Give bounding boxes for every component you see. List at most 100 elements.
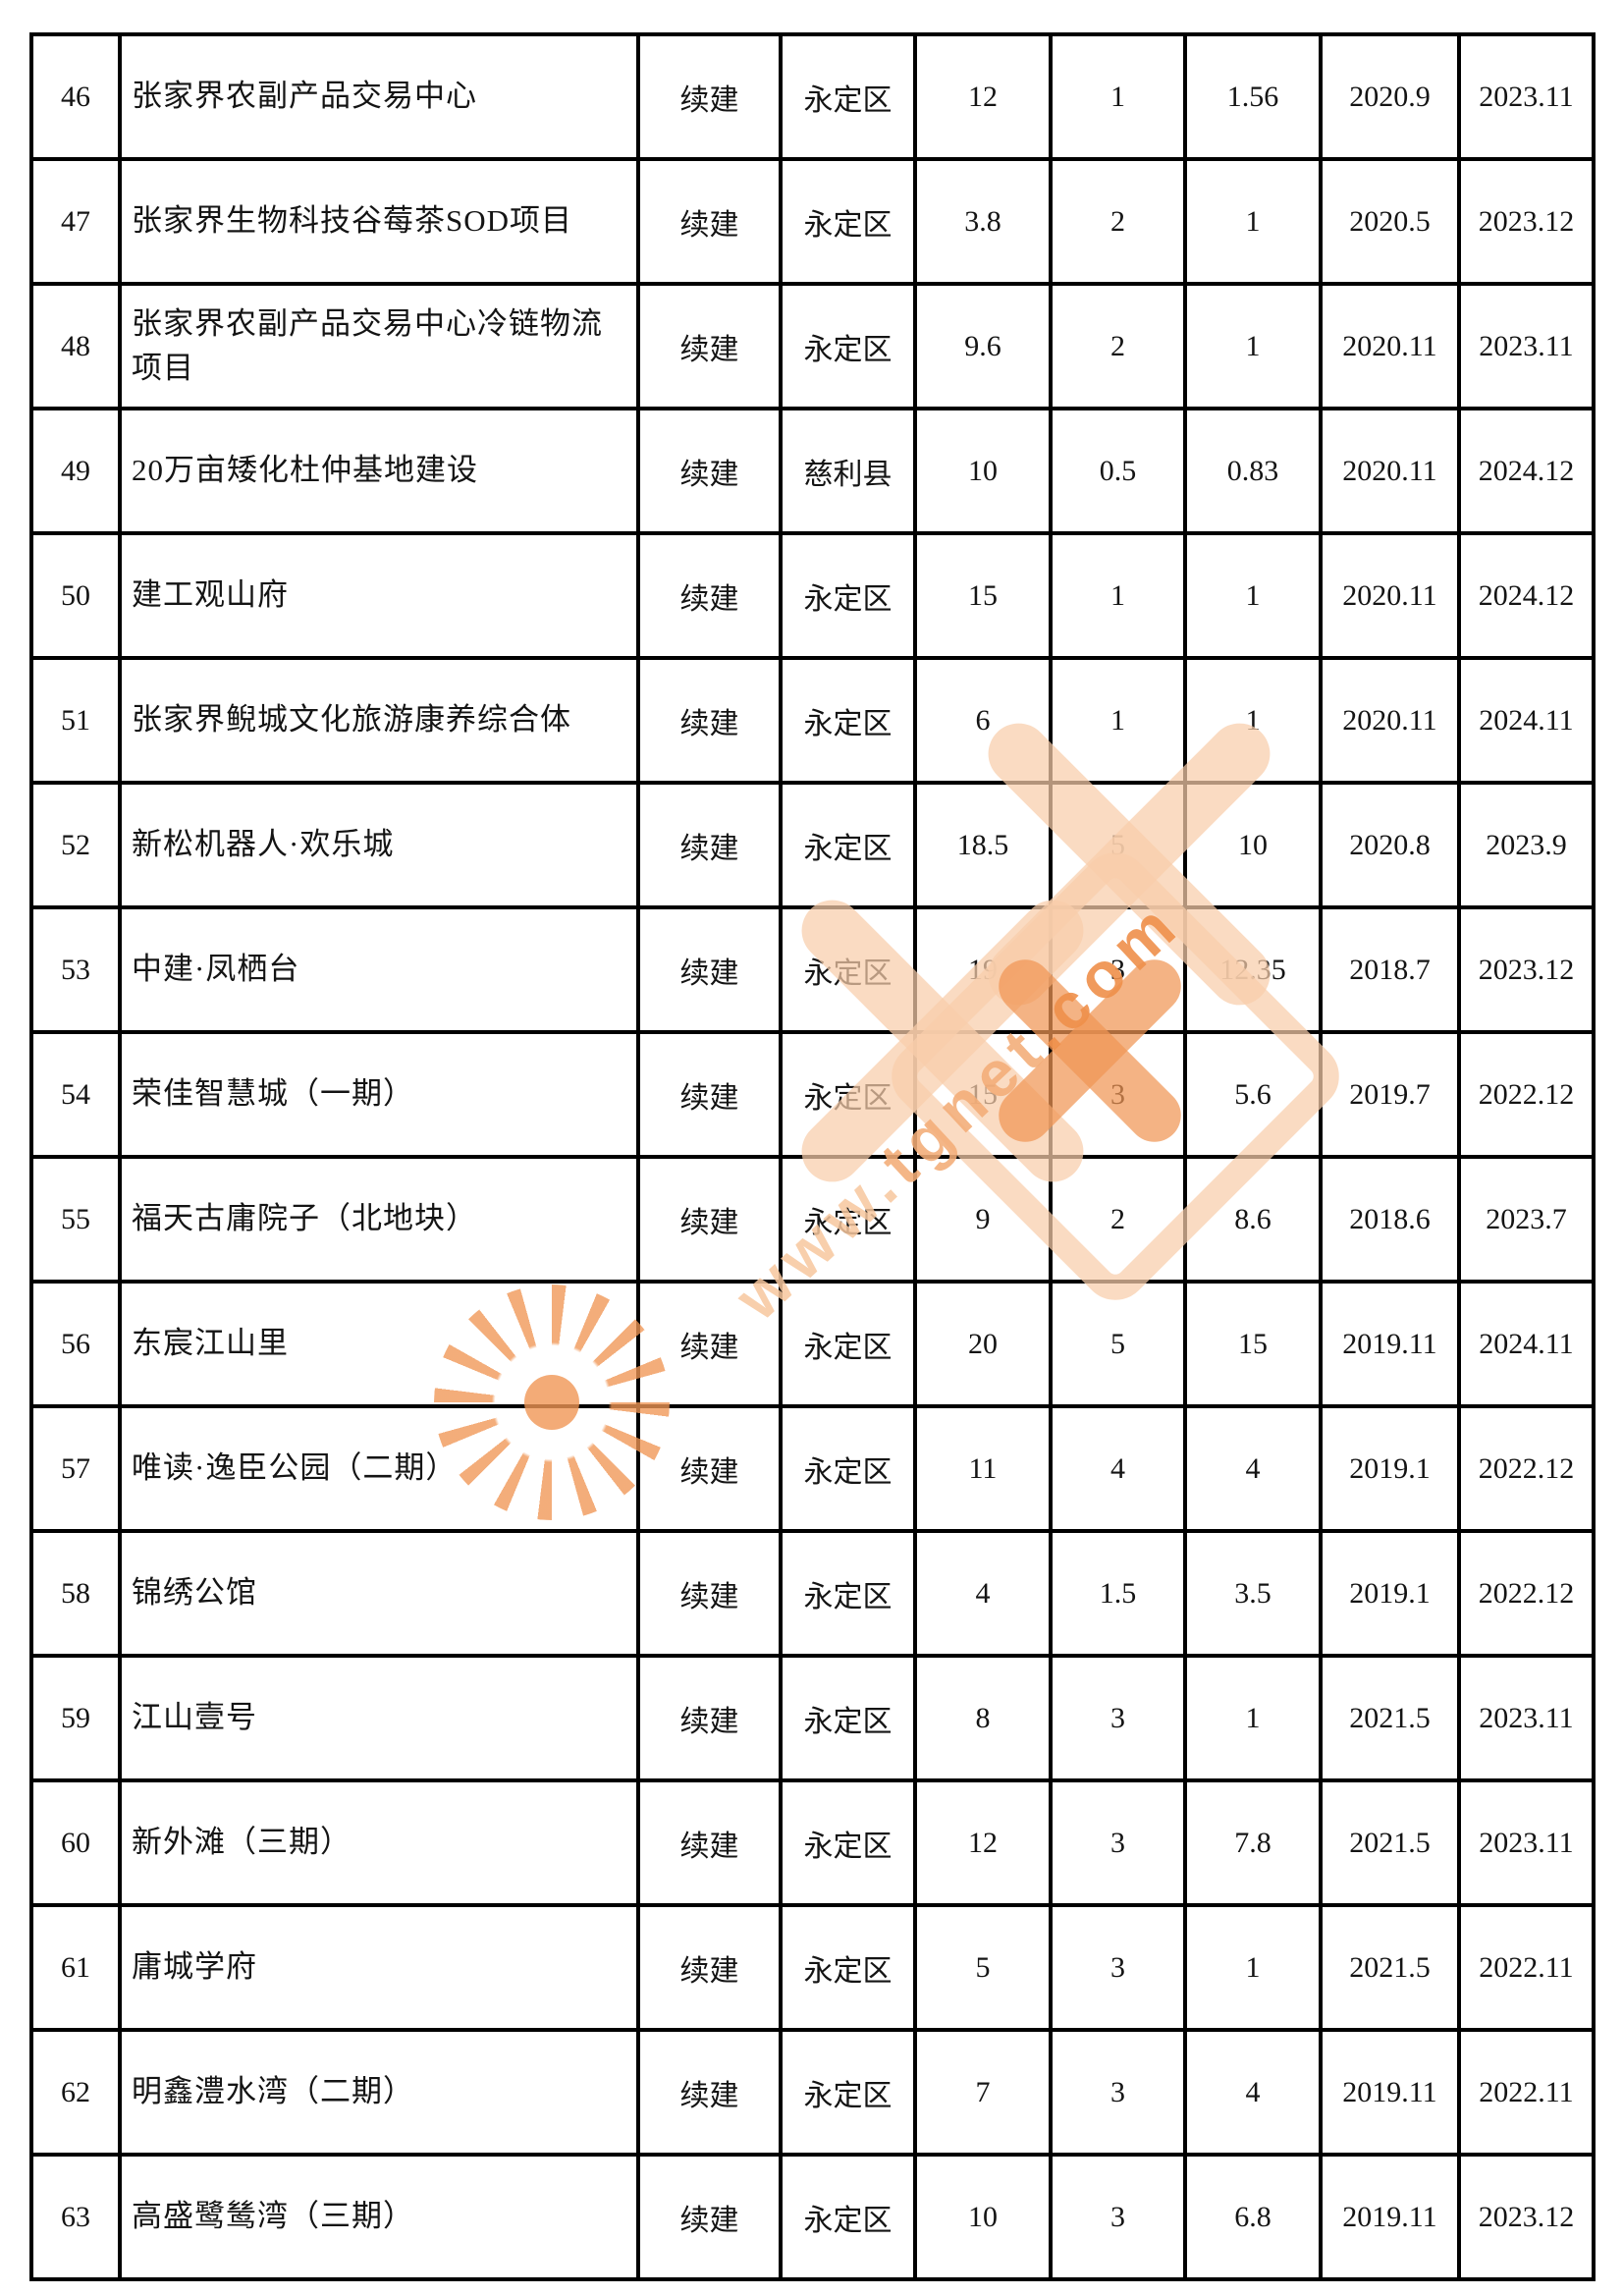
status-cell: 续建 <box>636 1155 783 1284</box>
status-cell: 续建 <box>636 2028 783 2157</box>
value-cell-2: 5 <box>1049 1280 1187 1408</box>
status-cell: 续建 <box>636 1903 783 2032</box>
end-date-cell: 2023.11 <box>1457 282 1596 410</box>
value-cell-1: 20 <box>913 1280 1053 1408</box>
row-number-cell: 49 <box>29 407 122 535</box>
value-cell-3: 4 <box>1183 2028 1323 2157</box>
end-date-cell: 2023.12 <box>1457 2153 1596 2281</box>
value-cell-3: 8.6 <box>1183 1155 1323 1284</box>
value-cell-2: 4 <box>1049 1404 1187 1533</box>
status-cell: 续建 <box>636 282 783 410</box>
value-cell-2: 2 <box>1049 157 1187 286</box>
start-date-cell: 2019.11 <box>1319 2028 1461 2157</box>
project-name-cell: 福天古庸院子（北地块） <box>118 1155 640 1284</box>
project-name-cell: 张家界鲵城文化旅游康养综合体 <box>118 656 640 785</box>
row-number-cell: 53 <box>29 905 122 1034</box>
value-cell-1: 10 <box>913 2153 1053 2281</box>
value-cell-3: 4 <box>1183 1404 1323 1533</box>
table-row: 46 张家界农副产品交易中心 续建 永定区 12 1 1.56 2020.9 2023.11 <box>29 32 1596 161</box>
table-row: 57 唯读·逸臣公园（二期） 续建 永定区 11 4 4 2019.1 2022.12 <box>29 1404 1596 1533</box>
start-date-cell: 2019.1 <box>1319 1529 1461 1658</box>
district-cell: 永定区 <box>779 531 917 660</box>
project-name-cell: 张家界生物科技谷莓茶SOD项目 <box>118 157 640 286</box>
value-cell-2: 3 <box>1049 2153 1187 2281</box>
project-name-cell: 东宸江山里 <box>118 1280 640 1408</box>
table-row: 47 张家界生物科技谷莓茶SOD项目 续建 永定区 3.8 2 1 2020.5 2023.12 <box>29 157 1596 286</box>
district-cell: 永定区 <box>779 1280 917 1408</box>
row-number-cell: 50 <box>29 531 122 660</box>
project-name-cell: 锦绣公馆 <box>118 1529 640 1658</box>
value-cell-3: 3.5 <box>1183 1529 1323 1658</box>
value-cell-1: 7 <box>913 2028 1053 2157</box>
value-cell-3: 1 <box>1183 282 1323 410</box>
row-number-cell: 60 <box>29 1778 122 1907</box>
district-cell: 永定区 <box>779 1155 917 1284</box>
value-cell-1: 3.8 <box>913 157 1053 286</box>
row-number-cell: 47 <box>29 157 122 286</box>
value-cell-1: 10 <box>913 407 1053 535</box>
value-cell-1: 5 <box>913 1903 1053 2032</box>
start-date-cell: 2019.11 <box>1319 1280 1461 1408</box>
value-cell-1: 15 <box>913 531 1053 660</box>
project-name-cell: 荣佳智慧城（一期） <box>118 1030 640 1159</box>
project-table: 46 张家界农副产品交易中心 续建 永定区 12 1 1.56 2020.9 2023.11 47… <box>29 32 1596 2281</box>
value-cell-3: 1 <box>1183 656 1323 785</box>
status-cell: 续建 <box>636 656 783 785</box>
value-cell-2: 2 <box>1049 1155 1187 1284</box>
district-cell: 永定区 <box>779 1654 917 1782</box>
table-row: 59 江山壹号 续建 永定区 8 3 1 2021.5 2023.11 <box>29 1654 1596 1782</box>
district-cell: 永定区 <box>779 32 917 161</box>
value-cell-2: 3 <box>1049 1030 1187 1159</box>
start-date-cell: 2021.5 <box>1319 1903 1461 2032</box>
district-cell: 永定区 <box>779 656 917 785</box>
value-cell-2: 1 <box>1049 531 1187 660</box>
project-name-cell: 新外滩（三期） <box>118 1778 640 1907</box>
row-number-cell: 52 <box>29 781 122 909</box>
start-date-cell: 2021.5 <box>1319 1654 1461 1782</box>
status-cell: 续建 <box>636 531 783 660</box>
table-row: 49 20万亩矮化杜仲基地建设 续建 慈利县 10 0.5 0.83 2020.11 2024.… <box>29 407 1596 535</box>
district-cell: 永定区 <box>779 157 917 286</box>
row-number-cell: 58 <box>29 1529 122 1658</box>
end-date-cell: 2024.12 <box>1457 531 1596 660</box>
value-cell-3: 15 <box>1183 1280 1323 1408</box>
row-number-cell: 48 <box>29 282 122 410</box>
table-row: 56 东宸江山里 续建 永定区 20 5 15 2019.11 2024.11 <box>29 1280 1596 1408</box>
value-cell-1: 12 <box>913 1778 1053 1907</box>
row-number-cell: 61 <box>29 1903 122 2032</box>
district-cell: 永定区 <box>779 2153 917 2281</box>
value-cell-2: 3 <box>1049 905 1187 1034</box>
start-date-cell: 2018.7 <box>1319 905 1461 1034</box>
status-cell: 续建 <box>636 407 783 535</box>
project-name-cell: 唯读·逸臣公园（二期） <box>118 1404 640 1533</box>
value-cell-1: 8 <box>913 1654 1053 1782</box>
end-date-cell: 2023.11 <box>1457 1654 1596 1782</box>
start-date-cell: 2020.11 <box>1319 656 1461 785</box>
value-cell-3: 1 <box>1183 1903 1323 2032</box>
value-cell-2: 1 <box>1049 656 1187 785</box>
value-cell-3: 12.35 <box>1183 905 1323 1034</box>
value-cell-2: 3 <box>1049 1903 1187 2032</box>
value-cell-1: 11 <box>913 1404 1053 1533</box>
value-cell-1: 18.5 <box>913 781 1053 909</box>
value-cell-3: 5.6 <box>1183 1030 1323 1159</box>
end-date-cell: 2023.12 <box>1457 905 1596 1034</box>
value-cell-3: 1 <box>1183 157 1323 286</box>
row-number-cell: 51 <box>29 656 122 785</box>
start-date-cell: 2020.11 <box>1319 407 1461 535</box>
table-row: 62 明鑫澧水湾（二期） 续建 永定区 7 3 4 2019.11 2022.11 <box>29 2028 1596 2157</box>
end-date-cell: 2022.12 <box>1457 1404 1596 1533</box>
table-row: 48 张家界农副产品交易中心冷链物流项目 续建 永定区 9.6 2 1 2020.11 2023… <box>29 282 1596 410</box>
end-date-cell: 2022.12 <box>1457 1030 1596 1159</box>
end-date-cell: 2023.9 <box>1457 781 1596 909</box>
district-cell: 永定区 <box>779 1030 917 1159</box>
value-cell-1: 12 <box>913 32 1053 161</box>
row-number-cell: 57 <box>29 1404 122 1533</box>
status-cell: 续建 <box>636 157 783 286</box>
table-row: 61 庸城学府 续建 永定区 5 3 1 2021.5 2022.11 <box>29 1903 1596 2032</box>
status-cell: 续建 <box>636 1280 783 1408</box>
status-cell: 续建 <box>636 1778 783 1907</box>
district-cell: 永定区 <box>779 1778 917 1907</box>
table-row: 58 锦绣公馆 续建 永定区 4 1.5 3.5 2019.1 2022.12 <box>29 1529 1596 1658</box>
value-cell-3: 1.56 <box>1183 32 1323 161</box>
